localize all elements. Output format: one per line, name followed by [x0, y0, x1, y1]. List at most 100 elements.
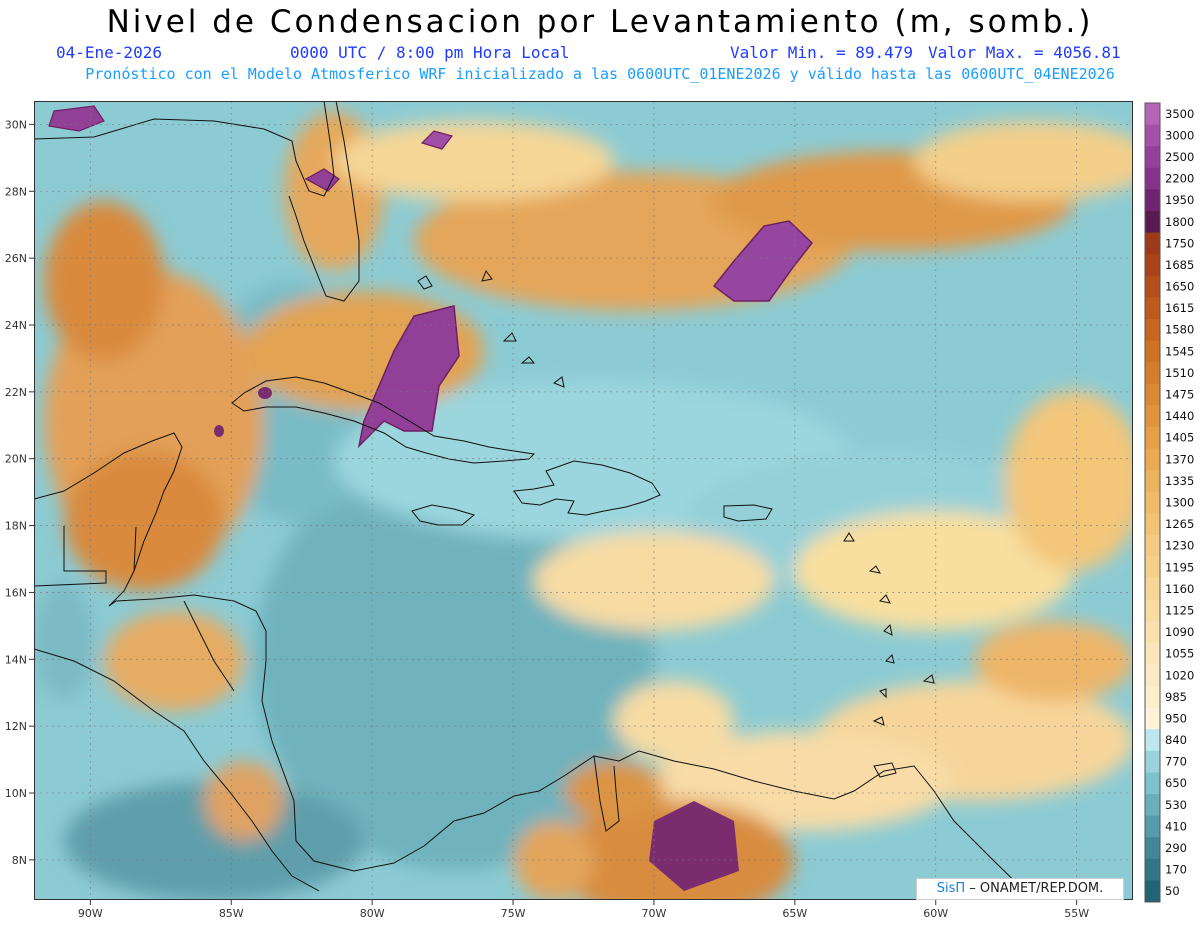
colorbar-swatch: [1145, 642, 1160, 665]
lat-tick-label: 28N: [5, 185, 27, 198]
map-frame: [34, 101, 1133, 900]
colorbar-swatch: [1145, 534, 1160, 557]
lat-tick-label: 18N: [5, 520, 27, 533]
colorbar-label: 840: [1165, 733, 1187, 747]
colorbar-label: 1545: [1165, 344, 1194, 358]
colorbar-swatch: [1145, 664, 1160, 687]
colorbar-swatch: [1145, 772, 1160, 795]
min-value: Valor Min. = 89.479: [730, 43, 914, 62]
colorbar-label: 985: [1165, 690, 1187, 704]
colorbar-label: 1195: [1165, 560, 1194, 574]
colorbar-label: 1265: [1165, 517, 1194, 531]
colorbar-label: 1685: [1165, 258, 1194, 272]
colorbar-label: 1160: [1165, 582, 1194, 596]
colorbar-swatch: [1145, 405, 1160, 428]
colorbar-swatch: [1145, 729, 1160, 752]
colorbar-swatch: [1145, 880, 1160, 903]
colorbar-label: 1800: [1165, 215, 1194, 229]
colorbar-label: 1370: [1165, 452, 1194, 466]
colorbar-label: 950: [1165, 711, 1187, 725]
lat-tick-label: 30N: [5, 118, 27, 131]
lat-tick-label: 10N: [5, 787, 27, 800]
colorbar-frame: [1144, 102, 1161, 903]
colorbar-swatch: [1145, 815, 1160, 838]
lon-tick-label: 55W: [1064, 907, 1089, 920]
colorbar-swatch: [1145, 275, 1160, 298]
colorbar-swatch: [1145, 513, 1160, 536]
colorbar-label: 1510: [1165, 366, 1194, 380]
longitude-ticks: 90W 85W 80W 75W 70W 65W 60W 55W: [78, 900, 1089, 920]
credit-org: – ONAMET/REP.DOM.: [969, 881, 1104, 896]
colorbar-label: 2500: [1165, 150, 1194, 164]
latitude-ticks: 8N 10N 12N 14N 16N 18N 20N 22N 24N 26N 28N 30N: [5, 118, 34, 867]
lat-tick-label: 8N: [12, 854, 27, 867]
colorbar-swatch: [1145, 189, 1160, 212]
colorbar-label: 1020: [1165, 668, 1194, 682]
lon-tick-label: 85W: [219, 907, 244, 920]
colorbar-swatch: [1145, 750, 1160, 773]
colorbar-label: 1580: [1165, 323, 1194, 337]
colorbar-label: 170: [1165, 863, 1187, 877]
colorbar-label: 1335: [1165, 474, 1194, 488]
colorbar-swatch: [1145, 707, 1160, 730]
high-lcl-cells: [48, 105, 814, 891]
colorbar-swatch: [1145, 146, 1160, 169]
colorbar-label: 1405: [1165, 431, 1194, 445]
colorbar-label: 1055: [1165, 647, 1194, 661]
colorbar-label: 3500: [1165, 107, 1194, 121]
colorbar-label: 530: [1165, 798, 1187, 812]
lon-tick-label: 70W: [642, 907, 667, 920]
lon-tick-label: 65W: [782, 907, 807, 920]
lat-tick-label: 22N: [5, 386, 27, 399]
colorbar-swatch: [1145, 578, 1160, 601]
lat-tick-label: 12N: [5, 720, 27, 733]
colorbar-label: 2200: [1165, 172, 1194, 186]
graticule: [34, 101, 1133, 900]
colorbar-swatch: [1145, 426, 1160, 450]
colorbar-label: 1950: [1165, 193, 1194, 207]
colorbar-swatch: [1145, 232, 1160, 255]
colorbar-label: 290: [1165, 841, 1187, 855]
colorbar-swatch: [1145, 794, 1160, 817]
colorbar-swatch: [1145, 254, 1160, 277]
lon-tick-label: 75W: [501, 907, 526, 920]
lon-tick-label: 60W: [923, 907, 948, 920]
colorbar-label: 770: [1165, 755, 1187, 769]
colorbar-swatch: [1145, 383, 1160, 406]
colorbar-label: 1440: [1165, 409, 1194, 423]
forecast-date: 04-Ene-2026: [56, 43, 162, 62]
colorbar-label: 650: [1165, 776, 1187, 790]
colorbar-label: 1300: [1165, 496, 1194, 510]
colorbar-swatch: [1145, 491, 1160, 514]
colorbar-swatch: [1145, 340, 1160, 363]
colorbar-label: 1615: [1165, 301, 1194, 315]
lat-tick-label: 14N: [5, 653, 27, 666]
lcl-map: [34, 101, 1133, 900]
colorbar-swatch: [1145, 556, 1160, 579]
forecast-time: 0000 UTC / 8:00 pm Hora Local: [290, 43, 570, 62]
colorbar-swatch: [1145, 362, 1160, 385]
lon-tick-label: 80W: [360, 907, 385, 920]
colorbar-swatch: [1145, 599, 1160, 622]
info-row: 04-Ene-2026 0000 UTC / 8:00 pm Hora Loca…: [0, 43, 1200, 65]
max-value: Valor Max. = 4056.81: [928, 43, 1121, 62]
map-title: Nivel de Condensacion por Levantamiento …: [106, 4, 1094, 40]
colorbar-label: 1230: [1165, 539, 1194, 553]
colorbar-swatch: [1145, 103, 1160, 126]
colorbar-label: 50: [1165, 884, 1180, 898]
colorbar-label: 1650: [1165, 280, 1194, 294]
colorbar-swatch: [1145, 167, 1160, 190]
sisp-logo-text: SisΠ: [936, 881, 966, 896]
lat-tick-label: 16N: [5, 586, 27, 599]
colorbar-swatch: [1145, 470, 1160, 493]
colorbar-label: 3000: [1165, 128, 1194, 142]
coastlines: [34, 101, 1035, 900]
lat-tick-label: 26N: [5, 252, 27, 265]
lat-tick-label: 20N: [5, 453, 27, 466]
colorbar-label: 410: [1165, 819, 1187, 833]
colorbar-swatch: [1145, 621, 1160, 644]
colorbar-label: 1125: [1165, 603, 1194, 617]
colorbar-swatch: [1145, 210, 1160, 234]
colorbar-swatch: [1145, 448, 1160, 471]
colorbar-label: 1750: [1165, 236, 1194, 250]
